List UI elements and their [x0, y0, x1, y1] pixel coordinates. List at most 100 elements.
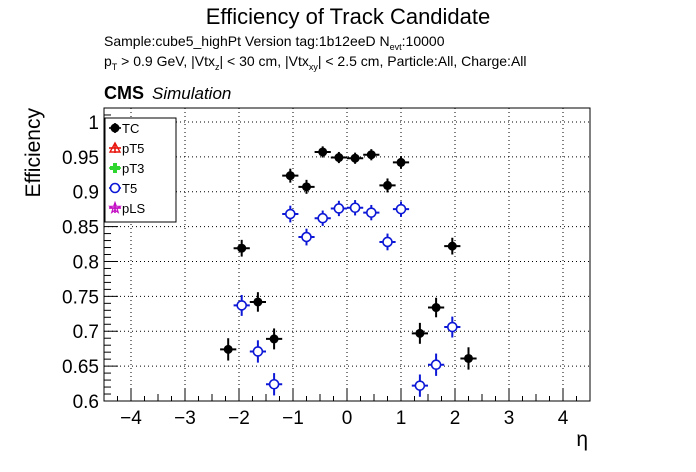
data-point-tc — [249, 292, 266, 312]
x-tick-label: 4 — [558, 408, 569, 429]
data-point-tc — [379, 178, 396, 193]
data-point-t5 — [444, 316, 461, 338]
cuts-text: | < 30 cm, |Vtx — [219, 53, 309, 69]
y-tick-label: 0.85 — [62, 218, 99, 239]
legend: TC pT5 pT3 T5 pLS — [104, 117, 177, 223]
data-point-tc — [392, 156, 410, 169]
cuts-text: > 0.9 GeV, |Vtx — [117, 53, 215, 69]
data-point-tc — [363, 149, 380, 161]
marker — [223, 344, 233, 354]
cms-text: CMS — [104, 83, 144, 103]
marker — [333, 203, 345, 214]
x-axis-label: η — [576, 428, 588, 451]
legend-entry-pt5: pT5 — [108, 141, 144, 156]
legend-marker — [110, 163, 120, 173]
marker — [414, 380, 426, 391]
plot-frame — [103, 107, 591, 402]
x-tick-label: −2 — [228, 408, 250, 429]
legend-label: pT3 — [122, 161, 144, 176]
marker — [268, 378, 280, 390]
simulation-text: Simulation — [152, 84, 232, 103]
chart-title: Efficiency of Track Candidate — [205, 4, 491, 29]
marker — [349, 202, 361, 214]
legend-box — [104, 117, 177, 223]
y-tick-label: 0.75 — [62, 287, 99, 308]
x-tick-label: −4 — [120, 408, 142, 429]
y-tick-label: 0.95 — [62, 148, 99, 169]
cuts-text: p — [104, 53, 112, 69]
marker — [236, 300, 247, 311]
data-point-t5 — [233, 294, 250, 316]
data-point-tc — [347, 152, 364, 164]
legend-marker — [108, 141, 122, 153]
sample-tail: :10000 — [401, 33, 445, 49]
sample-text: Sample:cube5_highPt Version tag:1b12eeD … — [104, 33, 390, 49]
marker — [446, 321, 458, 333]
data-point-t5 — [282, 205, 299, 223]
data-point-tc — [282, 168, 299, 183]
cms-label: CMS Simulation — [104, 83, 231, 104]
marker — [382, 236, 393, 248]
legend-label: T5 — [122, 181, 137, 196]
y-tick-label: 0.6 — [73, 392, 99, 413]
legend-marker — [109, 182, 121, 194]
legend-entry-pt3: pT3 — [109, 161, 144, 176]
y-tick-label: 0.7 — [73, 322, 99, 343]
legend-entry-tc: TC — [109, 121, 139, 136]
data-point-t5 — [411, 374, 428, 397]
data-point-t5 — [266, 373, 283, 396]
cuts-subscript: xy — [308, 62, 318, 72]
legend-marker — [110, 123, 120, 133]
marker — [301, 231, 312, 243]
marker — [366, 150, 376, 160]
x-tick-label: 3 — [504, 408, 515, 429]
marker — [383, 180, 392, 190]
marker — [396, 157, 406, 167]
legend-marker — [108, 200, 122, 214]
legend-entry-pls: pLS — [108, 200, 145, 216]
x-tick-label: 2 — [450, 408, 461, 429]
marker — [285, 171, 295, 181]
marker — [284, 208, 296, 220]
data-point-t5 — [363, 204, 380, 221]
data-point-tc — [233, 239, 250, 257]
x-tick-label: −3 — [174, 408, 196, 429]
x-tick-label: 1 — [396, 408, 407, 429]
marker — [464, 353, 473, 363]
marker — [395, 203, 407, 215]
marker — [302, 182, 311, 192]
data-point-tc — [411, 322, 428, 344]
data-point-tc — [314, 146, 331, 158]
y-tick-label: 0.9 — [73, 183, 99, 204]
marker — [317, 212, 329, 224]
marker — [430, 359, 442, 371]
marker — [318, 147, 328, 157]
x-tick-label: 0 — [342, 408, 353, 429]
legend-entry-t5: T5 — [109, 181, 137, 196]
marker — [447, 241, 457, 251]
selection-cuts: pT > 0.9 GeV, |Vtxz| < 30 cm, |Vtxxy| < … — [104, 53, 527, 72]
marker — [334, 153, 344, 163]
sample-info: Sample:cube5_highPt Version tag:1b12eeD … — [104, 33, 445, 52]
cuts-subscript: z — [214, 62, 220, 72]
data-point-tc — [428, 297, 445, 318]
legend-label: TC — [122, 121, 139, 136]
legend-label: pLS — [122, 201, 145, 216]
y-tick-label: 0.8 — [73, 252, 99, 273]
data-point-tc — [266, 328, 283, 350]
cuts-subscript: T — [111, 62, 118, 72]
data-points — [220, 146, 477, 397]
y-tick-label: 0.65 — [62, 357, 99, 378]
x-tick-label: −1 — [282, 408, 304, 429]
axes: −4 −3 −2 −1 0 1 2 3 4 0.6 0.65 0.7 0.75 0.8 0.85 0.9 0.9… — [22, 107, 591, 451]
marker — [365, 207, 377, 218]
marker — [237, 243, 247, 253]
data-point-tc — [298, 179, 315, 194]
data-point-t5 — [379, 233, 396, 251]
cuts-text: | < 2.5 cm, Particle:All, Charge:All — [317, 53, 527, 69]
data-point-t5 — [330, 200, 347, 217]
legend-label: pT5 — [122, 141, 144, 156]
data-point-t5 — [392, 201, 410, 217]
data-point-tc — [220, 338, 237, 361]
